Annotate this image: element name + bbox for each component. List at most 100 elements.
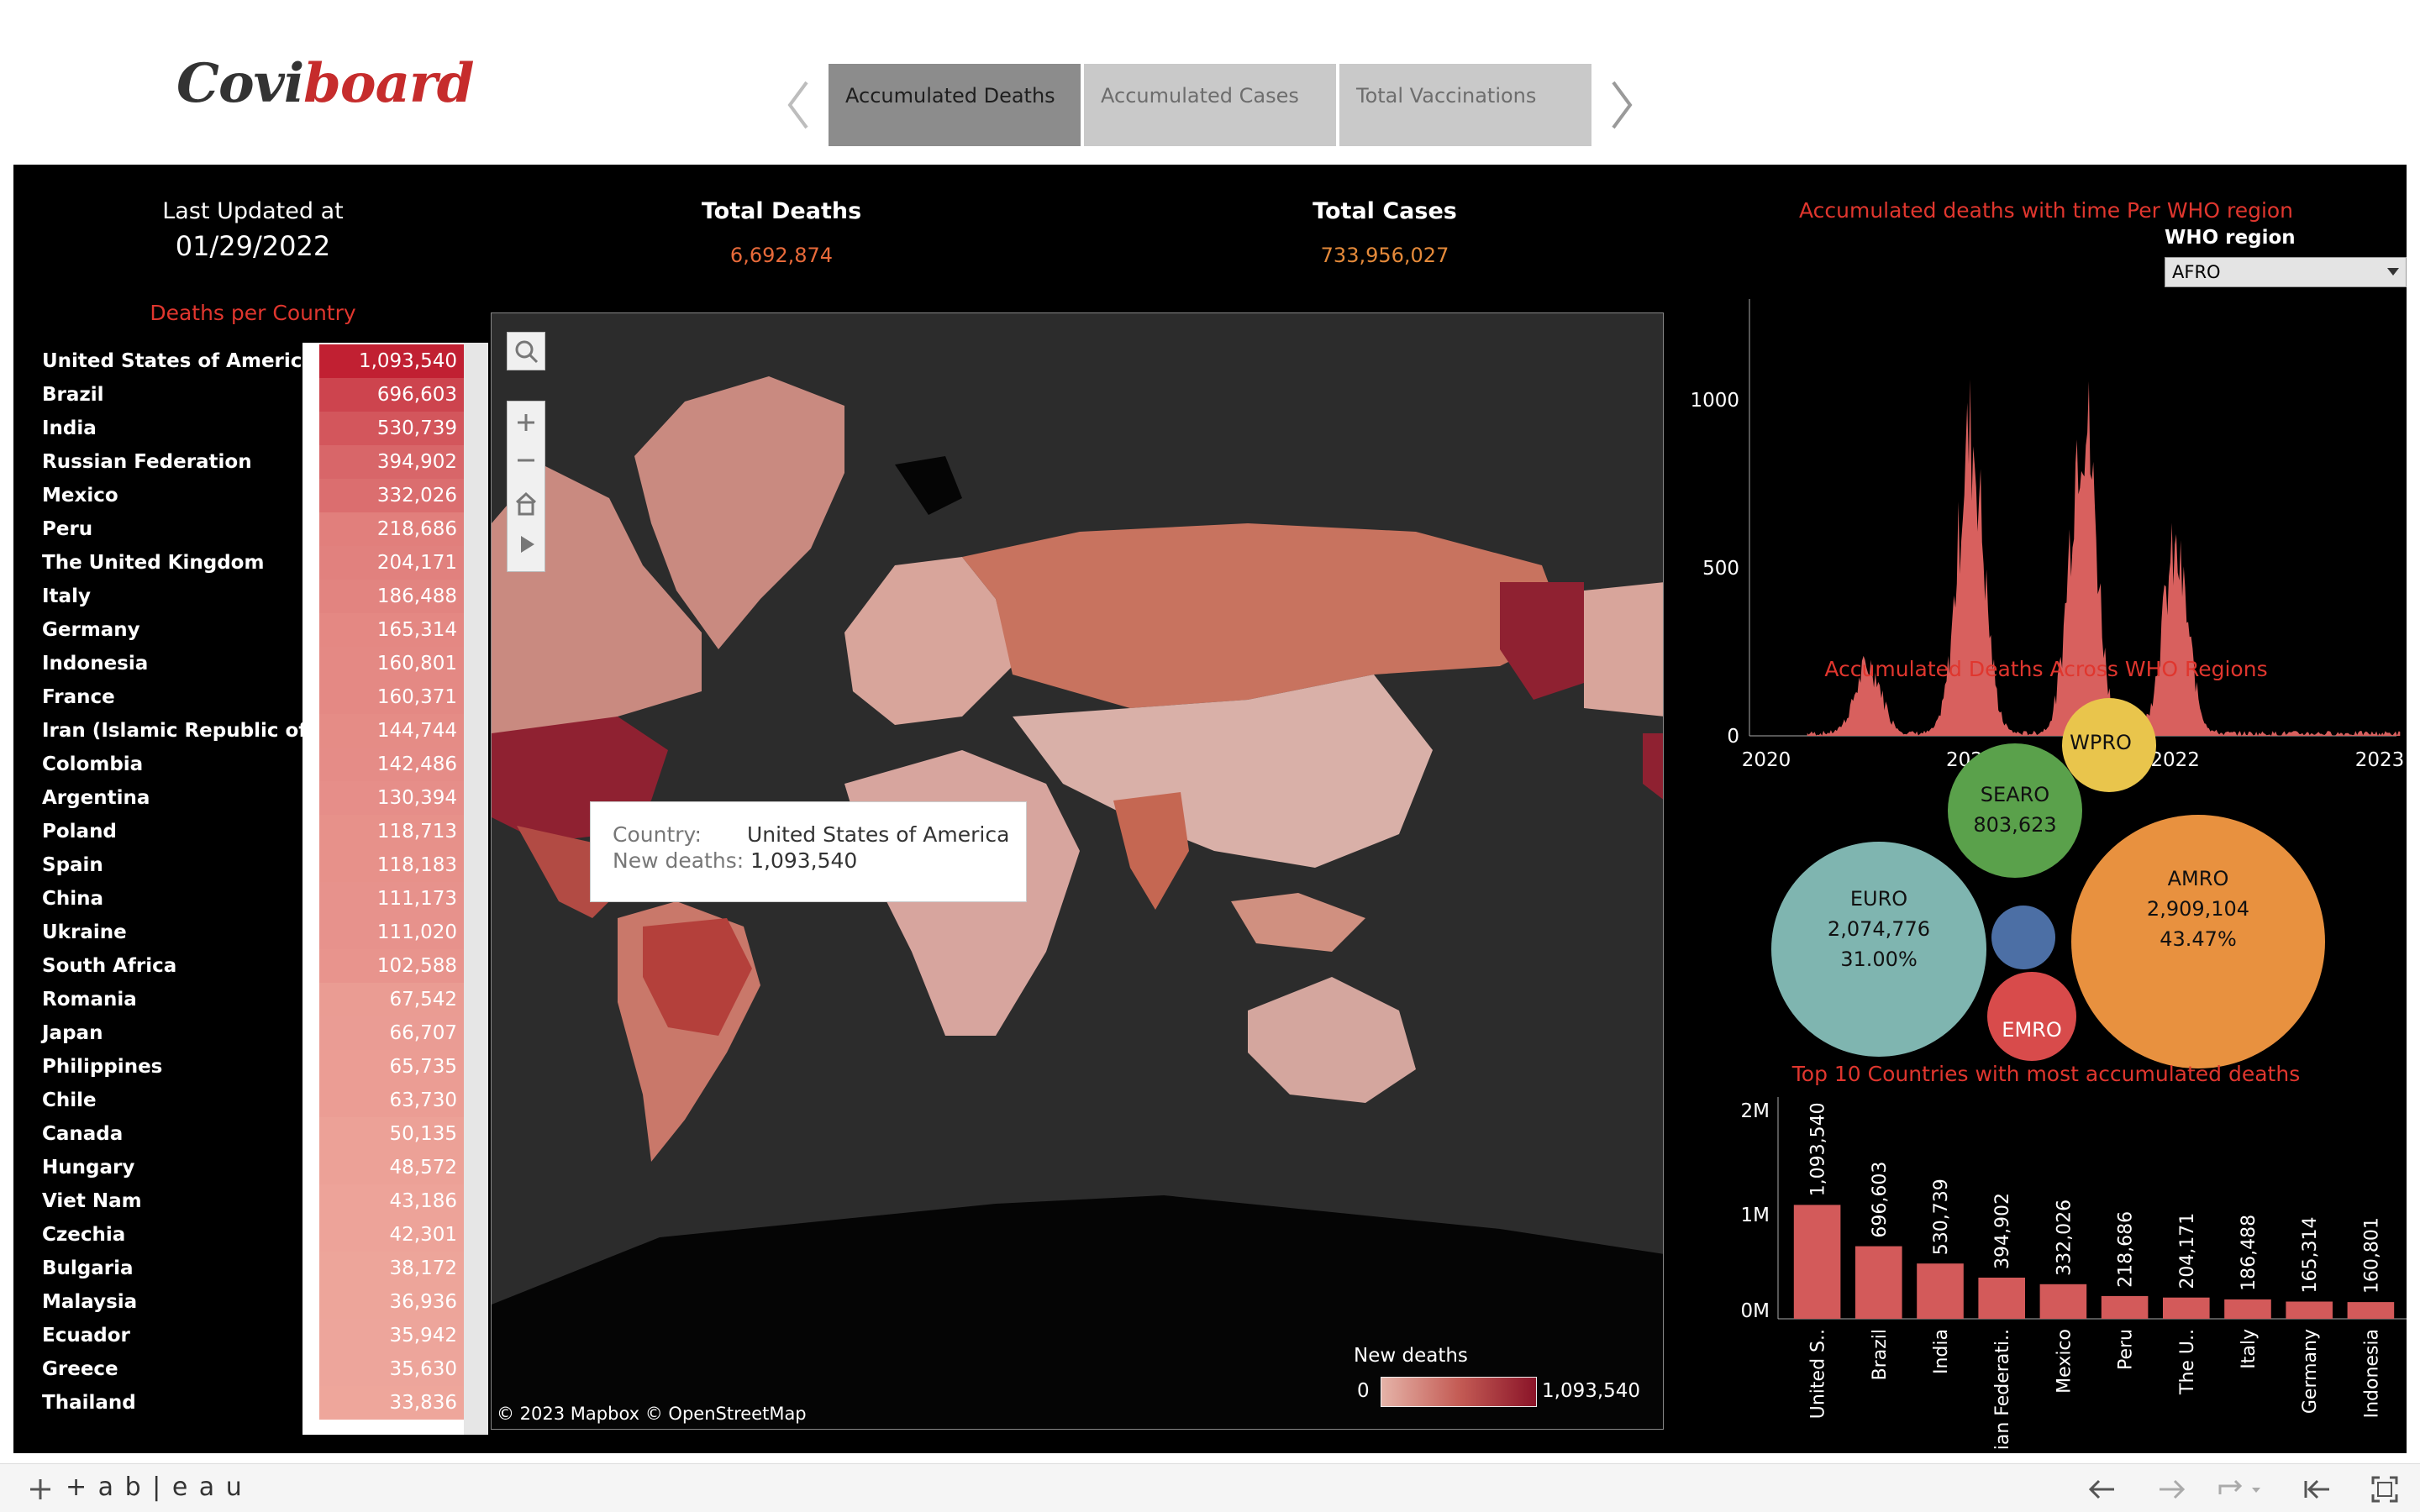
country-deaths-value: 530,739 [319,412,464,445]
country-deaths-value: 65,735 [319,1050,464,1084]
tab-total-vaccinations[interactable]: Total Vaccinations [1339,64,1591,146]
list-item[interactable]: India 530,739 [34,412,488,445]
list-item[interactable]: The United Kingdom 204,171 [34,546,488,580]
last-updated-label: Last Updated at [162,198,344,224]
bubble-euro-pct: 31.00% [1840,948,1918,971]
list-item[interactable]: Brazil 696,603 [34,378,488,412]
tab-label: Total Vaccinations [1356,84,1537,108]
country-name: Germany [42,619,140,641]
list-item[interactable]: Italy 186,488 [34,580,488,613]
list-item[interactable]: Indonesia 160,801 [34,647,488,680]
tableau-brand[interactable]: + a b | e a u [66,1473,244,1502]
country-deaths-value: 111,020 [319,916,464,949]
list-item[interactable]: Iran (Islamic Republic of) 144,744 [34,714,488,748]
bar-value-label: 186,488 [2238,1215,2260,1291]
bar[interactable] [2286,1301,2333,1320]
country-deaths-value: 38,172 [319,1252,464,1285]
country-name: Colombia [42,753,144,775]
list-item[interactable]: Spain 118,183 [34,848,488,882]
country-name: Italy [42,585,91,607]
tab-accumulated-cases[interactable]: Accumulated Cases [1084,64,1336,146]
list-item[interactable]: Poland 118,713 [34,815,488,848]
bar-value-label: 1,093,540 [1808,1102,1829,1196]
country-deaths-value: 33,836 [319,1386,464,1420]
country-deaths-value: 67,542 [319,983,464,1016]
bar-chart-title: Top 10 Countries with most accumulated d… [1791,1062,2301,1086]
list-item[interactable]: China 111,173 [34,882,488,916]
country-name: Russian Federation [42,451,252,473]
redo-icon[interactable] [2156,1478,2186,1501]
bar[interactable] [2347,1302,2395,1319]
x-tick-label: 2022 [2150,749,2200,771]
list-item[interactable]: Viet Nam 43,186 [34,1184,488,1218]
country-name: Chile [42,1089,97,1111]
x-tick-label: 2023 [2355,749,2405,771]
country-deaths-value: 118,183 [319,848,464,882]
country-deaths-value: 35,942 [319,1319,464,1352]
total-deaths-label: Total Deaths [701,198,862,224]
list-item[interactable]: Germany 165,314 [34,613,488,647]
list-item[interactable]: Thailand 33,836 [34,1386,488,1420]
next-arrow-icon[interactable] [1605,76,1639,134]
list-item[interactable]: Ukraine 111,020 [34,916,488,949]
list-item[interactable]: United States of America 1,093,540 [34,344,488,378]
list-scrollbar[interactable] [464,343,488,1435]
country-name: Viet Nam [42,1190,142,1212]
bar[interactable] [2039,1284,2087,1319]
list-item[interactable]: Philippines 65,735 [34,1050,488,1084]
top10-bar-chart[interactable]: 0M 1M 2M 1,093,540 United S.. 696,603 Brazil 53… [1686,1097,2407,1450]
list-item[interactable]: Mexico 332,026 [34,479,488,512]
bar[interactable] [2101,1295,2149,1319]
list-item[interactable]: Bulgaria 38,172 [34,1252,488,1285]
play-icon [521,536,534,553]
bar[interactable] [2224,1299,2271,1319]
bar[interactable] [1978,1278,2025,1319]
bar[interactable] [1855,1246,1902,1319]
bubble-searo [1948,743,2082,878]
bar-value-label: 218,686 [2116,1211,2137,1288]
list-item[interactable]: France 160,371 [34,680,488,714]
bar[interactable] [1917,1263,1964,1319]
bubble-chart[interactable] [1686,694,2407,1206]
list-item[interactable]: Japan 66,707 [34,1016,488,1050]
prev-arrow-icon[interactable] [781,76,815,134]
country-deaths-value: 165,314 [319,613,464,647]
bubble-searo-name: SEARO [1980,783,2050,806]
tooltip-deaths-value: 1,093,540 [750,848,858,873]
search-icon [515,340,539,364]
who-region-dropdown[interactable]: AFRO [2165,257,2407,287]
map-search-button[interactable] [507,332,545,370]
map-tooltip: Country: United States of America New dea… [590,801,1027,902]
deaths-per-country-list[interactable]: United States of America 1,093,540 Brazil 6… [34,343,488,1435]
bar-value-label: 394,902 [1992,1193,2013,1269]
list-item[interactable]: Russian Federation 394,902 [34,445,488,479]
fullscreen-icon[interactable] [2371,1476,2398,1503]
list-item[interactable]: Peru 218,686 [34,512,488,546]
list-item[interactable]: Chile 63,730 [34,1084,488,1117]
list-item[interactable]: Malaysia 36,936 [34,1285,488,1319]
list-item[interactable]: Czechia 42,301 [34,1218,488,1252]
bubble-wpro-name: WPRO [2070,731,2132,754]
bar[interactable] [1793,1205,1841,1319]
map-attribution[interactable]: © 2023 Mapbox © OpenStreetMap [497,1404,807,1424]
revert-icon[interactable] [2215,1478,2269,1501]
y-tick-label: 1000 [1690,390,1739,412]
list-item[interactable]: Argentina 130,394 [34,781,488,815]
bar-category-label: India [1931,1329,1952,1374]
bar[interactable] [2163,1297,2210,1319]
russia-shape [962,523,1567,708]
bar-category-label: Indonesia [2361,1329,2382,1418]
undo-icon[interactable] [2087,1478,2118,1501]
country-deaths-value: 160,371 [319,680,464,714]
list-item[interactable]: Ecuador 35,942 [34,1319,488,1352]
country-deaths-value: 130,394 [319,781,464,815]
list-item[interactable]: Greece 35,630 [34,1352,488,1386]
list-item[interactable]: Hungary 48,572 [34,1151,488,1184]
reset-icon[interactable] [2302,1478,2333,1501]
list-item[interactable]: Romania 67,542 [34,983,488,1016]
list-item[interactable]: Colombia 142,486 [34,748,488,781]
list-item[interactable]: South Africa 102,588 [34,949,488,983]
list-item[interactable]: Canada 50,135 [34,1117,488,1151]
tab-accumulated-deaths[interactable]: Accumulated Deaths [829,64,1081,146]
country-name: Spain [42,854,103,876]
